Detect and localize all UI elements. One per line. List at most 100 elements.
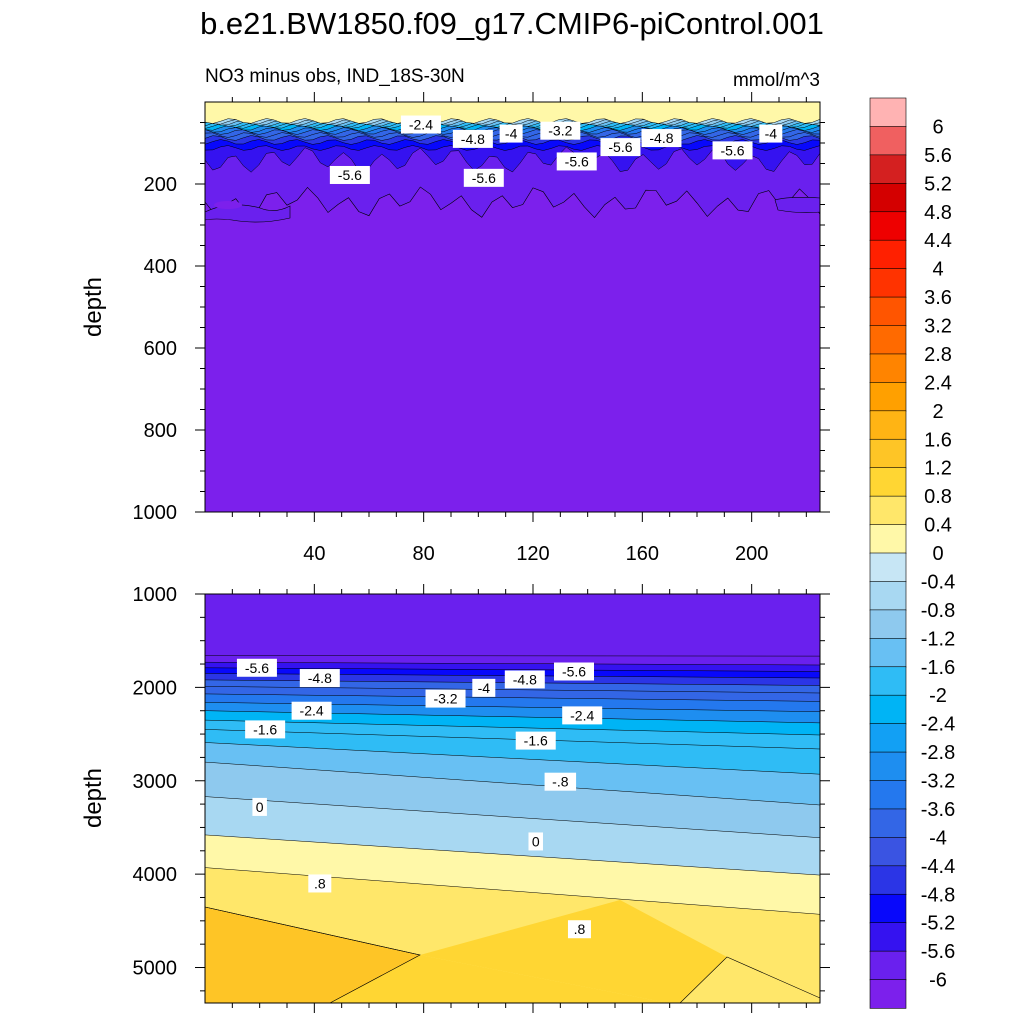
subtitle-units: mmol/m^3 xyxy=(733,70,820,91)
colorbar-swatch xyxy=(869,808,907,839)
y-tick-label: 2000 xyxy=(133,677,178,699)
upper-contour-label: -3.2 xyxy=(548,123,572,139)
colorbar-swatch xyxy=(869,979,907,1009)
x-tick-label: 160 xyxy=(626,543,659,565)
upper-contour-label-box xyxy=(452,129,493,148)
colorbar-swatch xyxy=(869,780,907,810)
lower-contour-label-box xyxy=(504,670,545,689)
colorbar-swatch xyxy=(869,837,907,867)
colorbar-level-label: -3.6 xyxy=(921,799,955,821)
lower-contour-line xyxy=(679,956,821,1004)
colorbar-level-label: 0 xyxy=(932,543,943,565)
colorbar-swatch xyxy=(869,893,907,924)
colorbar-level-label: 6 xyxy=(932,116,943,138)
upper-contour-label-box xyxy=(499,124,523,143)
upper-contour-band xyxy=(214,201,242,209)
colorbar-swatch xyxy=(869,467,907,497)
y-axis-label: depth xyxy=(80,768,107,828)
colorbar-swatch xyxy=(869,296,907,327)
lower-contour-label-box xyxy=(299,669,340,688)
lower-contour-label-box xyxy=(567,920,591,939)
lower-contour-band xyxy=(420,900,727,1003)
lower-contour-label-box xyxy=(544,772,577,791)
lower-contour-label-box xyxy=(528,832,543,851)
y-tick-label: 400 xyxy=(144,256,177,278)
colorbar-level-label: -0.8 xyxy=(921,600,955,622)
colorbar-swatch xyxy=(869,268,907,298)
colorbar-swatch xyxy=(869,552,907,583)
lower-contour-label-box xyxy=(515,731,556,750)
colorbar-level-label: 2.8 xyxy=(924,344,952,366)
upper-contour-label-box xyxy=(641,129,682,148)
lower-contour-label-box xyxy=(308,874,332,893)
upper-contour-label-box xyxy=(540,121,581,140)
colorbar-swatch xyxy=(869,239,907,270)
upper-contour-label: -4 xyxy=(765,126,778,142)
colorbar-level-label: -3.2 xyxy=(921,771,955,793)
lower-contour-label: -.8 xyxy=(552,774,569,790)
upper-contour-label-box xyxy=(759,124,783,143)
colorbar-swatch xyxy=(869,609,907,640)
colorbar-level-label: 0.4 xyxy=(924,515,952,537)
colorbar-swatch xyxy=(869,865,907,895)
y-axis-label: depth xyxy=(80,277,107,337)
lower-contour-label: -2.4 xyxy=(570,707,594,723)
lower-contour-label: -1.6 xyxy=(253,721,277,737)
colorbar-swatch xyxy=(869,353,907,384)
colorbar-level-label: -4.4 xyxy=(921,856,955,878)
y-tick-label: 5000 xyxy=(133,958,178,980)
x-tick-label: 80 xyxy=(413,543,435,565)
colorbar-level-label: 2 xyxy=(932,401,943,423)
y-tick-label: 200 xyxy=(144,174,177,196)
lower-contour-label: -1.6 xyxy=(524,733,548,749)
colorbar-level-label: 2.4 xyxy=(924,372,952,394)
chart-title: b.e21.BW1850.f09_g17.CMIP6-piControl.001 xyxy=(200,6,824,41)
lower-contour-label-box xyxy=(252,797,267,816)
y-tick-label: 1000 xyxy=(133,584,178,606)
colorbar-level-label: -0.4 xyxy=(921,571,955,593)
upper-contour-label-box xyxy=(556,152,597,171)
lower-contour-label: 0 xyxy=(532,833,540,849)
upper-contour-label: -5.6 xyxy=(608,139,632,155)
upper-contour-band xyxy=(204,204,291,223)
colorbar-swatch xyxy=(869,126,907,156)
upper-contour-label: -2.4 xyxy=(409,117,433,133)
colorbar-swatch xyxy=(869,723,907,753)
colorbar-level-label: -6 xyxy=(929,970,947,992)
y-tick-label: 4000 xyxy=(133,864,178,886)
upper-contour-band xyxy=(205,102,820,105)
lower-contour-label-box xyxy=(245,720,286,739)
colorbar-swatch xyxy=(869,524,907,554)
colorbar-swatch xyxy=(869,438,907,469)
subtitle-variable: NO3 minus obs, IND_18S-30N xyxy=(205,66,465,87)
upper-contour-label: -5.6 xyxy=(720,142,744,158)
lower-contour-label-box xyxy=(236,658,277,677)
colorbar-level-label: -2.4 xyxy=(921,714,955,736)
lower-contour-label: .8 xyxy=(314,875,326,891)
lower-contour-band xyxy=(330,955,668,1003)
lower-contour-label: -4 xyxy=(478,680,491,696)
lower-contour-label-box xyxy=(554,662,594,681)
colorbar-level-label: 3.6 xyxy=(924,287,952,309)
colorbar-level-label: -2 xyxy=(929,685,947,707)
y-tick-label: 1000 xyxy=(133,502,178,524)
colorbar-swatch xyxy=(869,325,907,355)
colorbar-swatch xyxy=(869,751,907,782)
lower-contour-label: 0 xyxy=(256,799,264,815)
upper-contour-label: -5.6 xyxy=(338,167,362,183)
colorbar-swatch xyxy=(869,183,907,213)
colorbar-swatch xyxy=(869,410,907,440)
lower-contour-label-box xyxy=(425,689,466,708)
colorbar-swatch xyxy=(869,495,907,526)
colorbar-swatch xyxy=(869,666,907,696)
colorbar-level-label: -1.6 xyxy=(921,657,955,679)
colorbar-level-label: -5.6 xyxy=(921,941,955,963)
upper-contour-label-box xyxy=(329,165,370,184)
lower-contour-label: -4.8 xyxy=(308,670,332,686)
colorbar-swatch xyxy=(869,211,907,241)
colorbar-swatch xyxy=(869,638,907,668)
upper-contour-label-box xyxy=(400,115,441,134)
lower-contour-line xyxy=(204,906,421,1004)
colorbar-level-label: 4 xyxy=(932,259,943,281)
lower-contour-label-box xyxy=(472,678,496,697)
